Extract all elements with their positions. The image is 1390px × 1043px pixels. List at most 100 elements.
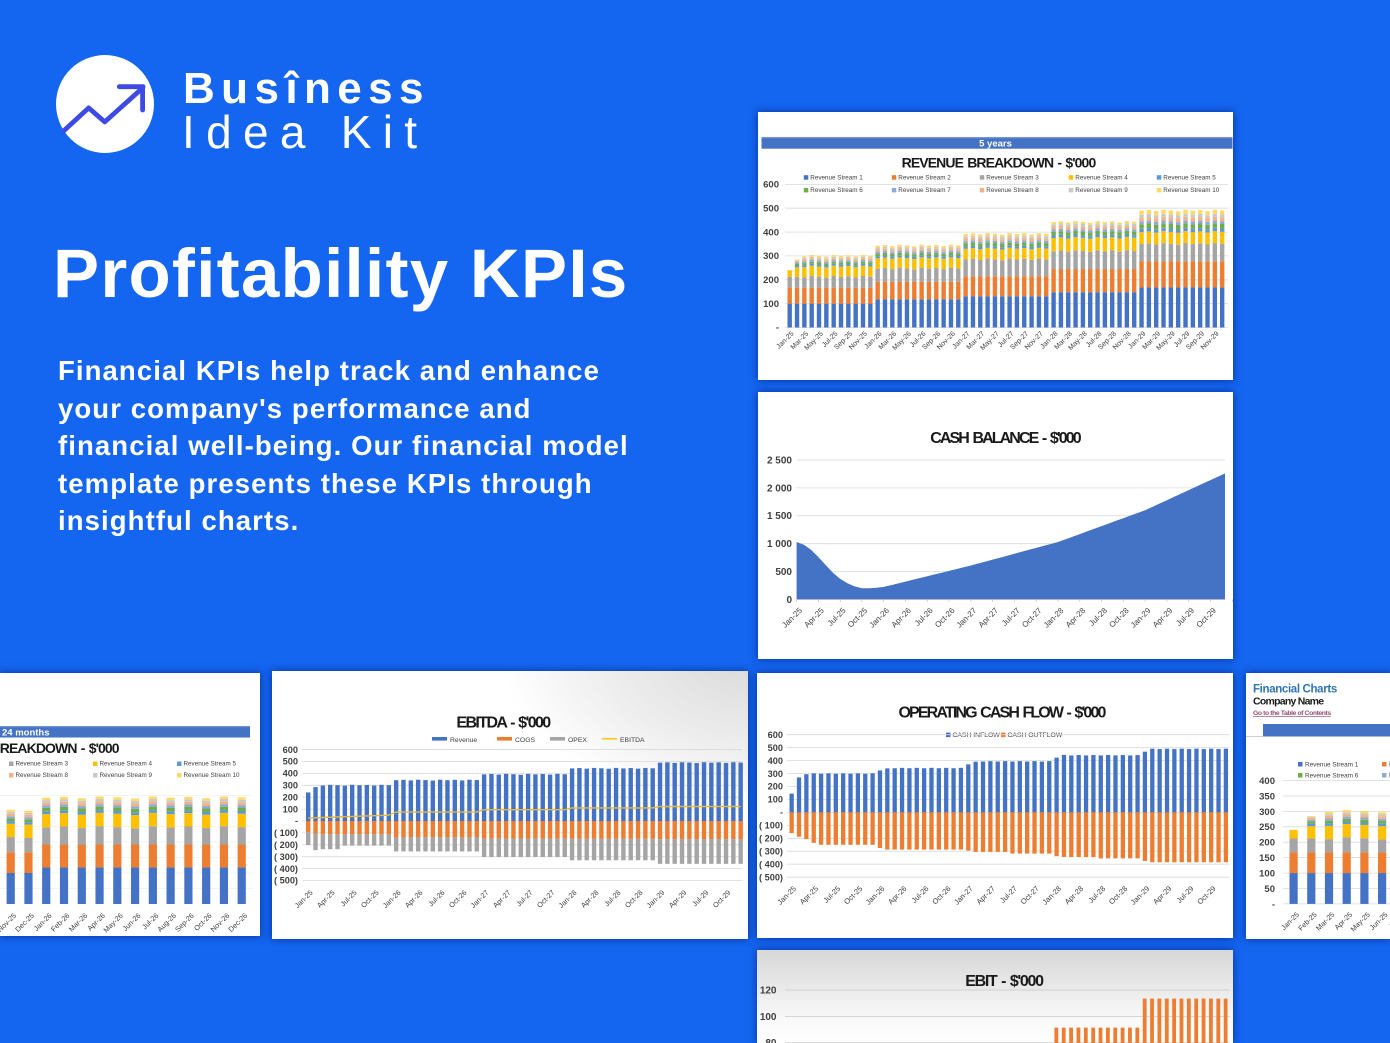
svg-text:Oct-26: Oct-26 bbox=[930, 884, 952, 906]
svg-text:50: 50 bbox=[1264, 884, 1275, 895]
svg-text:Jul-25: Jul-25 bbox=[821, 884, 842, 905]
svg-text:100: 100 bbox=[763, 299, 779, 310]
svg-text:1 500: 1 500 bbox=[767, 511, 792, 522]
svg-text:Oct-28: Oct-28 bbox=[1107, 606, 1131, 630]
svg-text:Jan-28: Jan-28 bbox=[1042, 606, 1066, 630]
svg-text:( 200): ( 200) bbox=[274, 840, 298, 850]
svg-text:Revenue Stream 8: Revenue Stream 8 bbox=[986, 187, 1039, 194]
svg-text:1 000: 1 000 bbox=[767, 539, 792, 550]
svg-text:Revenue: Revenue bbox=[450, 737, 477, 744]
svg-text:Jan-26: Jan-26 bbox=[864, 884, 887, 907]
svg-text:Jan-29: Jan-29 bbox=[1129, 606, 1153, 630]
svg-text:500: 500 bbox=[283, 757, 298, 767]
svg-text:Sep-26: Sep-26 bbox=[173, 911, 196, 934]
svg-text:-: - bbox=[295, 816, 298, 826]
svg-text:Revenue Stream 4: Revenue Stream 4 bbox=[1075, 174, 1128, 181]
svg-text:300: 300 bbox=[283, 781, 298, 791]
svg-text:Company Name: Company Name bbox=[1253, 696, 1324, 708]
svg-text:100: 100 bbox=[760, 1012, 777, 1023]
svg-text:Jan-28: Jan-28 bbox=[1040, 884, 1063, 907]
svg-text:Revenue Stream 5: Revenue Stream 5 bbox=[1163, 174, 1216, 181]
svg-text:Apr-28: Apr-28 bbox=[1064, 606, 1088, 630]
svg-text:Apr-27: Apr-27 bbox=[975, 884, 997, 906]
svg-text:REVENUE BREAKDOWN - $'000: REVENUE BREAKDOWN - $'000 bbox=[902, 155, 1097, 171]
svg-text:( 100): ( 100) bbox=[759, 821, 783, 831]
svg-text:350: 350 bbox=[1259, 791, 1275, 802]
svg-text:Jul-27: Jul-27 bbox=[514, 888, 534, 908]
svg-text:Jan-25: Jan-25 bbox=[775, 884, 798, 907]
svg-text:Mar-25: Mar-25 bbox=[1314, 910, 1336, 932]
svg-text:600: 600 bbox=[763, 180, 779, 191]
svg-text:Oct-29: Oct-29 bbox=[1195, 606, 1219, 630]
svg-text:Jul-25: Jul-25 bbox=[338, 888, 358, 908]
svg-text:( 300): ( 300) bbox=[759, 846, 783, 856]
svg-text:Feb-26: Feb-26 bbox=[49, 911, 71, 933]
svg-text:2 500: 2 500 bbox=[767, 455, 792, 466]
svg-text:EBITDA: EBITDA bbox=[620, 737, 645, 744]
svg-text:Revenue Stream 1: Revenue Stream 1 bbox=[810, 174, 863, 181]
svg-text:Jan-25: Jan-25 bbox=[780, 606, 804, 630]
svg-text:5 years: 5 years bbox=[979, 139, 1012, 150]
svg-text:Jan-27: Jan-27 bbox=[955, 606, 979, 630]
svg-text:Jan-26: Jan-26 bbox=[381, 888, 403, 910]
svg-text:Jul-26: Jul-26 bbox=[910, 884, 931, 905]
svg-text:Oct-25: Oct-25 bbox=[842, 884, 864, 906]
svg-text:Mar-26: Mar-26 bbox=[67, 911, 89, 933]
svg-text:Revenue Stream 1: Revenue Stream 1 bbox=[1305, 761, 1359, 768]
svg-text:Oct-25: Oct-25 bbox=[359, 888, 381, 910]
svg-text:( 300): ( 300) bbox=[274, 852, 298, 862]
svg-text:Apr-26: Apr-26 bbox=[403, 888, 425, 910]
svg-text:250: 250 bbox=[1259, 822, 1275, 833]
svg-text:Oct-28: Oct-28 bbox=[1107, 884, 1129, 906]
svg-text:Oct-29: Oct-29 bbox=[711, 888, 733, 910]
svg-text:Apr-25: Apr-25 bbox=[315, 888, 337, 910]
svg-text:Oct-27: Oct-27 bbox=[1020, 606, 1044, 630]
svg-text:Revenue Stream 10: Revenue Stream 10 bbox=[1163, 187, 1220, 194]
svg-text:Apr-29: Apr-29 bbox=[1151, 884, 1173, 906]
svg-text:OPERATING CASH FLOW - $'000: OPERATING CASH FLOW - $'000 bbox=[898, 705, 1106, 722]
svg-text:Nov-26: Nov-26 bbox=[209, 911, 232, 934]
svg-text:120: 120 bbox=[760, 985, 777, 996]
svg-text:Jul-26: Jul-26 bbox=[426, 888, 446, 908]
svg-text:CASH BALANCE - $'000: CASH BALANCE - $'000 bbox=[930, 430, 1082, 447]
svg-text:Dec-25: Dec-25 bbox=[13, 911, 36, 934]
svg-text:( 100): ( 100) bbox=[274, 828, 298, 838]
svg-text:( 400): ( 400) bbox=[759, 859, 783, 869]
svg-text:OPEX: OPEX bbox=[568, 737, 587, 744]
svg-text:Jul-29: Jul-29 bbox=[1175, 884, 1196, 905]
svg-text:200: 200 bbox=[283, 792, 298, 802]
svg-text:Oct-27: Oct-27 bbox=[535, 888, 557, 910]
svg-text:400: 400 bbox=[1259, 776, 1275, 787]
svg-text:80: 80 bbox=[765, 1038, 777, 1043]
svg-text:Jun-25: Jun-25 bbox=[1368, 910, 1390, 932]
svg-text:Oct-25: Oct-25 bbox=[846, 606, 870, 630]
svg-text:CASH OUTFLOW: CASH OUTFLOW bbox=[1008, 732, 1063, 739]
svg-text:Jul-29: Jul-29 bbox=[690, 888, 710, 908]
svg-text:Jun-26: Jun-26 bbox=[121, 911, 143, 933]
svg-text:200: 200 bbox=[1259, 838, 1275, 849]
svg-text:Apr-29: Apr-29 bbox=[667, 888, 689, 910]
svg-text:Jul-28: Jul-28 bbox=[1087, 606, 1109, 628]
svg-text:Oct-26: Oct-26 bbox=[447, 888, 469, 910]
svg-text:May-26: May-26 bbox=[101, 911, 124, 934]
svg-text:Jan-26: Jan-26 bbox=[867, 606, 891, 630]
svg-text:Jan-29: Jan-29 bbox=[1129, 884, 1152, 907]
svg-text:Jul-26: Jul-26 bbox=[913, 606, 935, 628]
svg-text:COGS: COGS bbox=[515, 737, 535, 744]
svg-text:600: 600 bbox=[283, 745, 298, 755]
svg-text:Jul-29: Jul-29 bbox=[1174, 606, 1196, 628]
svg-text:-: - bbox=[780, 808, 783, 818]
svg-text:24 months: 24 months bbox=[2, 727, 50, 738]
svg-text:300: 300 bbox=[768, 769, 783, 779]
svg-text:Revenue Stream 2: Revenue Stream 2 bbox=[898, 174, 951, 181]
svg-text:Apr-28: Apr-28 bbox=[1063, 884, 1085, 906]
svg-text:Apr-25: Apr-25 bbox=[798, 884, 820, 906]
svg-text:Apr-29: Apr-29 bbox=[1151, 606, 1175, 630]
svg-text:Jul-25: Jul-25 bbox=[826, 606, 848, 628]
svg-text:Jul-27: Jul-27 bbox=[1000, 606, 1022, 628]
svg-text:Jul-28: Jul-28 bbox=[1086, 884, 1107, 905]
svg-text:Revenue Stream 10: Revenue Stream 10 bbox=[184, 772, 241, 779]
svg-text:Revenue Stream 8: Revenue Stream 8 bbox=[16, 772, 69, 779]
svg-text:Financial Charts: Financial Charts bbox=[1253, 684, 1337, 696]
svg-text:Jan-28: Jan-28 bbox=[557, 888, 579, 910]
